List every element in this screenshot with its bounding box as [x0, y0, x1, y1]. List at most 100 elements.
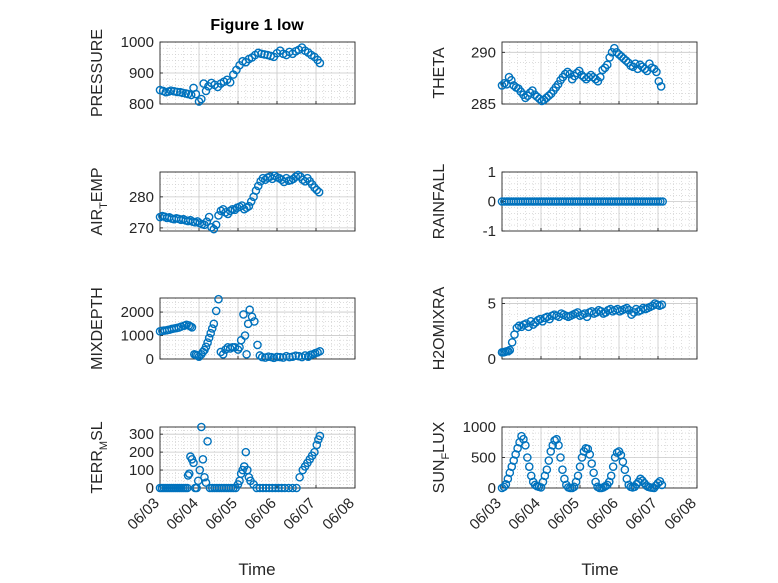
data-point	[507, 75, 516, 85]
data-point	[241, 447, 251, 457]
data-point	[257, 49, 266, 59]
y-axis-label: SUNFLUX	[431, 421, 452, 493]
data-point	[553, 80, 563, 89]
data-point	[197, 94, 206, 104]
subplot-2: 285 290 THETA	[431, 41, 698, 113]
data-point	[209, 319, 219, 329]
series-sunflux	[497, 431, 667, 493]
data-point	[621, 56, 631, 65]
data-point	[560, 69, 570, 79]
x-tick-label: 06/05	[544, 495, 583, 534]
x-tick-label: 06/08	[661, 495, 700, 534]
data-point	[183, 471, 193, 480]
x-axis-label-right: Time	[581, 560, 618, 579]
data-point	[544, 456, 554, 465]
plot-area	[160, 427, 355, 488]
data-point	[627, 310, 636, 319]
data-point	[563, 67, 572, 77]
data-point	[203, 437, 212, 446]
y-axis-label-part: H2OMIXRA	[431, 286, 448, 370]
x-tick-label: 06/04	[505, 495, 544, 534]
subplot-3: 270 280 AIRTEMP	[89, 167, 356, 237]
data-point	[211, 220, 221, 230]
y-tick-label: 2000	[121, 304, 154, 321]
data-point	[257, 352, 267, 362]
data-point	[499, 482, 509, 492]
data-point	[521, 93, 530, 103]
series-rainfall	[497, 197, 667, 206]
data-point	[250, 317, 259, 326]
data-point	[528, 320, 538, 329]
data-point	[587, 459, 597, 468]
data-point	[194, 97, 204, 106]
data-point	[654, 76, 664, 86]
y-tick-label: 1	[488, 164, 496, 181]
data-point	[315, 431, 325, 441]
y-axis-label-part: AIR	[89, 209, 106, 236]
data-point	[288, 483, 297, 493]
data-point	[585, 450, 595, 459]
data-point	[631, 59, 640, 69]
subplot-4: -1 0 1 RAINFALL	[431, 164, 698, 240]
y-tick-label: 1000	[463, 419, 496, 436]
y-tick-label: 270	[129, 220, 154, 237]
data-point	[622, 303, 632, 313]
data-point	[497, 81, 507, 90]
data-point	[193, 476, 203, 486]
y-tick-label: 500	[471, 450, 496, 467]
data-point	[251, 186, 261, 195]
data-point	[274, 483, 283, 493]
data-point	[657, 300, 667, 309]
data-point	[253, 340, 262, 350]
data-point	[606, 471, 616, 481]
data-point	[202, 217, 212, 226]
data-point	[191, 89, 201, 99]
data-point	[312, 185, 322, 195]
x-tick-label: 06/06	[583, 495, 622, 534]
data-point	[620, 465, 630, 475]
axes-box	[159, 171, 356, 232]
data-point	[593, 76, 603, 86]
y-axis-label-part: RAINFALL	[431, 164, 448, 240]
data-point	[264, 483, 274, 493]
data-point	[573, 471, 583, 481]
y-axis-label: AIRTEMP	[89, 167, 110, 235]
data-point	[218, 350, 228, 359]
data-point	[207, 324, 217, 333]
y-tick-label: 900	[129, 65, 154, 82]
data-point	[303, 352, 313, 361]
axes-box	[501, 297, 698, 360]
y-tick-label: 800	[129, 96, 154, 113]
data-point	[201, 86, 211, 96]
y-tick-label: 1000	[121, 34, 154, 51]
figure-title: Figure 1 low	[210, 17, 304, 34]
y-axis-label-part: MIXDEPTH	[89, 287, 106, 370]
data-point	[524, 322, 533, 332]
y-axis-label: TERRMSL	[89, 421, 110, 493]
data-point	[598, 65, 607, 75]
y-axis-label-part: THETA	[431, 47, 448, 99]
y-axis-label-subscript: T	[98, 202, 110, 209]
x-tick-label: 06/04	[163, 495, 202, 534]
data-point	[200, 472, 209, 482]
y-axis-label-part: EMP	[89, 167, 106, 202]
data-point	[178, 88, 187, 98]
data-point	[572, 68, 582, 78]
data-point	[505, 345, 515, 355]
x-tick-label: 06/08	[319, 495, 358, 534]
data-point	[589, 468, 598, 478]
y-tick-label: 1000	[121, 328, 154, 345]
data-point	[591, 477, 600, 487]
y-axis-label-subscript: M	[98, 441, 110, 450]
data-point	[264, 352, 273, 361]
data-point	[271, 483, 280, 493]
y-tick-label: 290	[471, 44, 496, 61]
data-point	[275, 352, 285, 362]
data-point	[315, 346, 325, 356]
data-point	[195, 465, 205, 475]
data-point	[246, 197, 256, 206]
subplot-6: 0 5 H2OMIXRA	[431, 286, 698, 370]
y-axis-label-part: PRESSURE	[89, 29, 106, 117]
